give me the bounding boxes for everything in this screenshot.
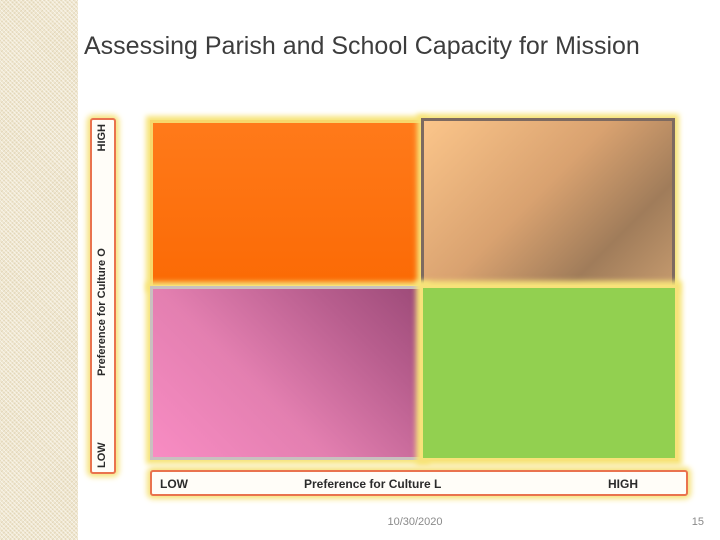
y-axis-low-label: LOW bbox=[96, 442, 108, 468]
x-axis-low-label: LOW bbox=[160, 477, 188, 491]
quadrant-top-right bbox=[421, 118, 675, 290]
decorative-side-stripe bbox=[0, 0, 78, 540]
y-axis-high-label: HIGH bbox=[96, 124, 108, 152]
x-axis-label-bar: LOW Preference for Culture L HIGH bbox=[150, 470, 688, 496]
x-axis-high-label: HIGH bbox=[608, 477, 638, 491]
quadrant-bottom-left bbox=[150, 286, 426, 460]
slide-page-number: 15 bbox=[691, 516, 704, 528]
quadrant-top-left bbox=[150, 120, 424, 288]
slide-title: Assessing Parish and School Capacity for… bbox=[84, 32, 640, 60]
y-axis-label-bar: LOW Preference for Culture O HIGH bbox=[90, 118, 116, 474]
y-axis-label-content: LOW Preference for Culture O HIGH bbox=[92, 120, 114, 472]
slide-date: 10/30/2020 bbox=[387, 516, 443, 528]
quadrant-bottom-right bbox=[420, 285, 678, 461]
x-axis-title: Preference for Culture L bbox=[304, 477, 442, 491]
y-axis-title: Preference for Culture O bbox=[96, 248, 108, 376]
